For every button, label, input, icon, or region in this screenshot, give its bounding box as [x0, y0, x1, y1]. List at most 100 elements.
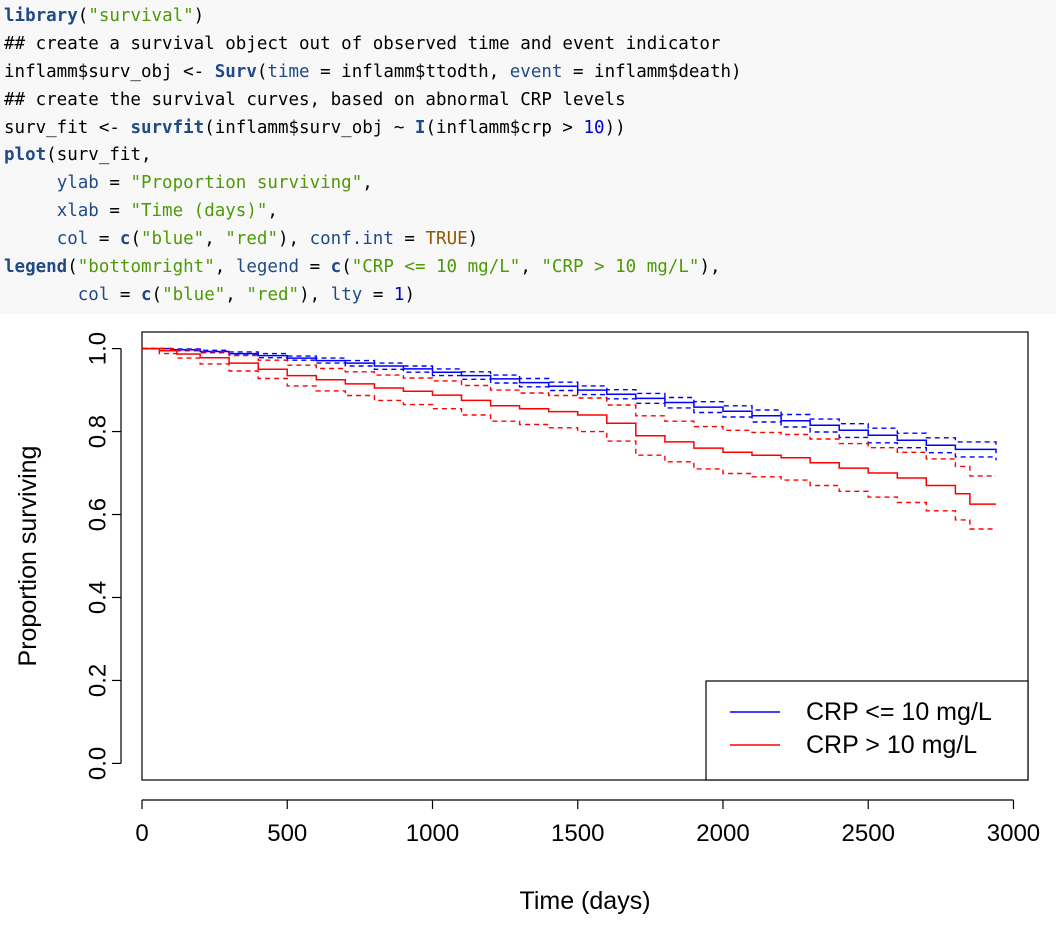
code-token: "survival" [88, 6, 194, 26]
x-tick-label: 1000 [406, 820, 459, 847]
code-token: "CRP <= 10 mg/L" [351, 257, 521, 278]
code-line: ## create a survival object out of obser… [4, 31, 1056, 59]
code-token: "Time (days)" [130, 201, 268, 222]
code-token: lty [330, 284, 363, 305]
code-token: surv_fit <- [4, 117, 131, 138]
code-token [4, 173, 57, 193]
code-token [4, 229, 57, 249]
code-token: survfit [130, 117, 205, 138]
code-line: xlab = "Time (days)", [4, 198, 1056, 226]
ci-upper-line-high-crp [142, 347, 996, 477]
code-token: ) [193, 6, 205, 26]
x-tick-label: 2500 [842, 820, 895, 847]
ci-lower-line-high-crp [142, 347, 996, 530]
y-tick-label: 0.2 [85, 664, 112, 697]
legend-label: CRP > 10 mg/L [806, 731, 977, 759]
code-token: = inflamm$death) [562, 61, 742, 82]
code-token: 1 [393, 284, 405, 305]
x-tick-label: 0 [135, 820, 148, 847]
code-token: (inflamm$crp > [425, 117, 584, 138]
code-token: , [267, 201, 278, 222]
code-line: library("survival") [4, 3, 1056, 31]
legend: CRP <= 10 mg/L CRP > 10 mg/L [705, 680, 1029, 781]
code-token: ( [256, 61, 268, 82]
code-token: "blue" [141, 229, 205, 250]
y-tick-label: 0.8 [85, 415, 112, 448]
code-token: = inflamm$ttodth, [309, 61, 510, 82]
code-line: col = c("blue", "red"), conf.int = TRUE) [4, 226, 1056, 254]
legend-label: CRP <= 10 mg/L [806, 698, 992, 726]
code-token: ( [151, 284, 163, 305]
plot-frame [141, 331, 1029, 781]
code-line: col = c("blue", "red"), lty = 1) [4, 282, 1056, 310]
code-token: library [4, 6, 78, 26]
code-token: ), [699, 257, 721, 278]
y-tick-label: 0.4 [85, 581, 112, 614]
y-tick-label: 0.6 [85, 498, 112, 531]
code-token: c [330, 257, 342, 278]
code-token: Surv [214, 61, 257, 82]
code-token: c [140, 284, 152, 305]
code-token: col [77, 284, 110, 305]
code-token: c [119, 229, 131, 250]
code-token: ( [67, 257, 78, 278]
code-token: (inflamm$surv_obj ~ [204, 117, 415, 138]
y-axis: 0.0 0.2 0.4 0.6 0.8 1.0 [85, 332, 122, 780]
code-token: "red" [246, 284, 300, 305]
code-token: conf.int [309, 229, 394, 250]
code-token: ( [341, 257, 352, 278]
y-axis-label: Proportion surviving [14, 446, 42, 667]
survival-curves [142, 347, 997, 530]
x-axis-label: Time (days) [519, 887, 650, 915]
code-token: ## create a survival object out of obser… [4, 33, 721, 54]
x-tick-label: 3000 [987, 820, 1040, 847]
code-token: legend [4, 257, 68, 278]
code-token: ), [299, 284, 331, 305]
y-tick-label: 1.0 [85, 332, 112, 365]
ci-upper-line-low-crp [142, 347, 997, 447]
survival-line-low-crp [142, 347, 997, 454]
code-token: "Proportion surviving" [130, 173, 363, 194]
code-line: ## create the survival curves, based on … [4, 87, 1056, 115]
code-token: 10 [583, 117, 605, 138]
code-token: , [362, 173, 373, 194]
x-axis: 0 500 1000 1500 2000 2500 3000 [135, 799, 1040, 847]
code-line: plot(surv_fit, [4, 142, 1056, 170]
survival-plot: 0.0 0.2 0.4 0.6 0.8 1.0 0 500 1000 1500 2000 2500 3… [14, 331, 1040, 915]
code-line: ylab = "Proportion surviving", [4, 170, 1056, 198]
code-token: = [299, 257, 331, 278]
code-token: = [393, 229, 426, 250]
code-token: = [88, 229, 120, 250]
code-token: xlab [56, 201, 99, 222]
code-token: (surv_fit, [46, 145, 152, 166]
x-tick-label: 1500 [551, 820, 604, 847]
code-line: surv_fit <- survfit(inflamm$surv_obj ~ I… [4, 115, 1056, 143]
code-token: ( [77, 6, 89, 26]
x-tick-label: 2000 [696, 820, 749, 847]
legend-box [705, 680, 1029, 781]
code-token: ) [467, 229, 479, 250]
code-token: , [214, 257, 236, 278]
code-token: event [509, 61, 563, 82]
code-token: ylab [56, 173, 99, 194]
code-token: = [98, 201, 131, 222]
code-token: col [56, 229, 89, 250]
code-token [4, 285, 78, 305]
code-token: ## create the survival curves, based on … [4, 89, 626, 110]
code-token: "CRP > 10 mg/L" [541, 257, 700, 278]
code-token: I [414, 117, 426, 138]
code-token: "bottomright" [77, 257, 215, 278]
code-token: = [98, 173, 131, 194]
code-token: "blue" [162, 284, 226, 305]
code-token: , [204, 229, 226, 250]
code-line: legend("bottomright", legend = c("CRP <=… [4, 254, 1056, 282]
survival-line-high-crp [142, 347, 996, 505]
code-token: ) [404, 284, 415, 305]
y-tick-label: 0.0 [85, 747, 112, 780]
code-token: TRUE [425, 229, 468, 250]
code-line: inflamm$surv_obj <- Surv(time = inflamm$… [4, 59, 1056, 87]
code-token: = [109, 284, 141, 305]
code-token: "red" [225, 229, 278, 250]
code-token: time [267, 61, 310, 82]
code-token: legend [235, 257, 300, 278]
